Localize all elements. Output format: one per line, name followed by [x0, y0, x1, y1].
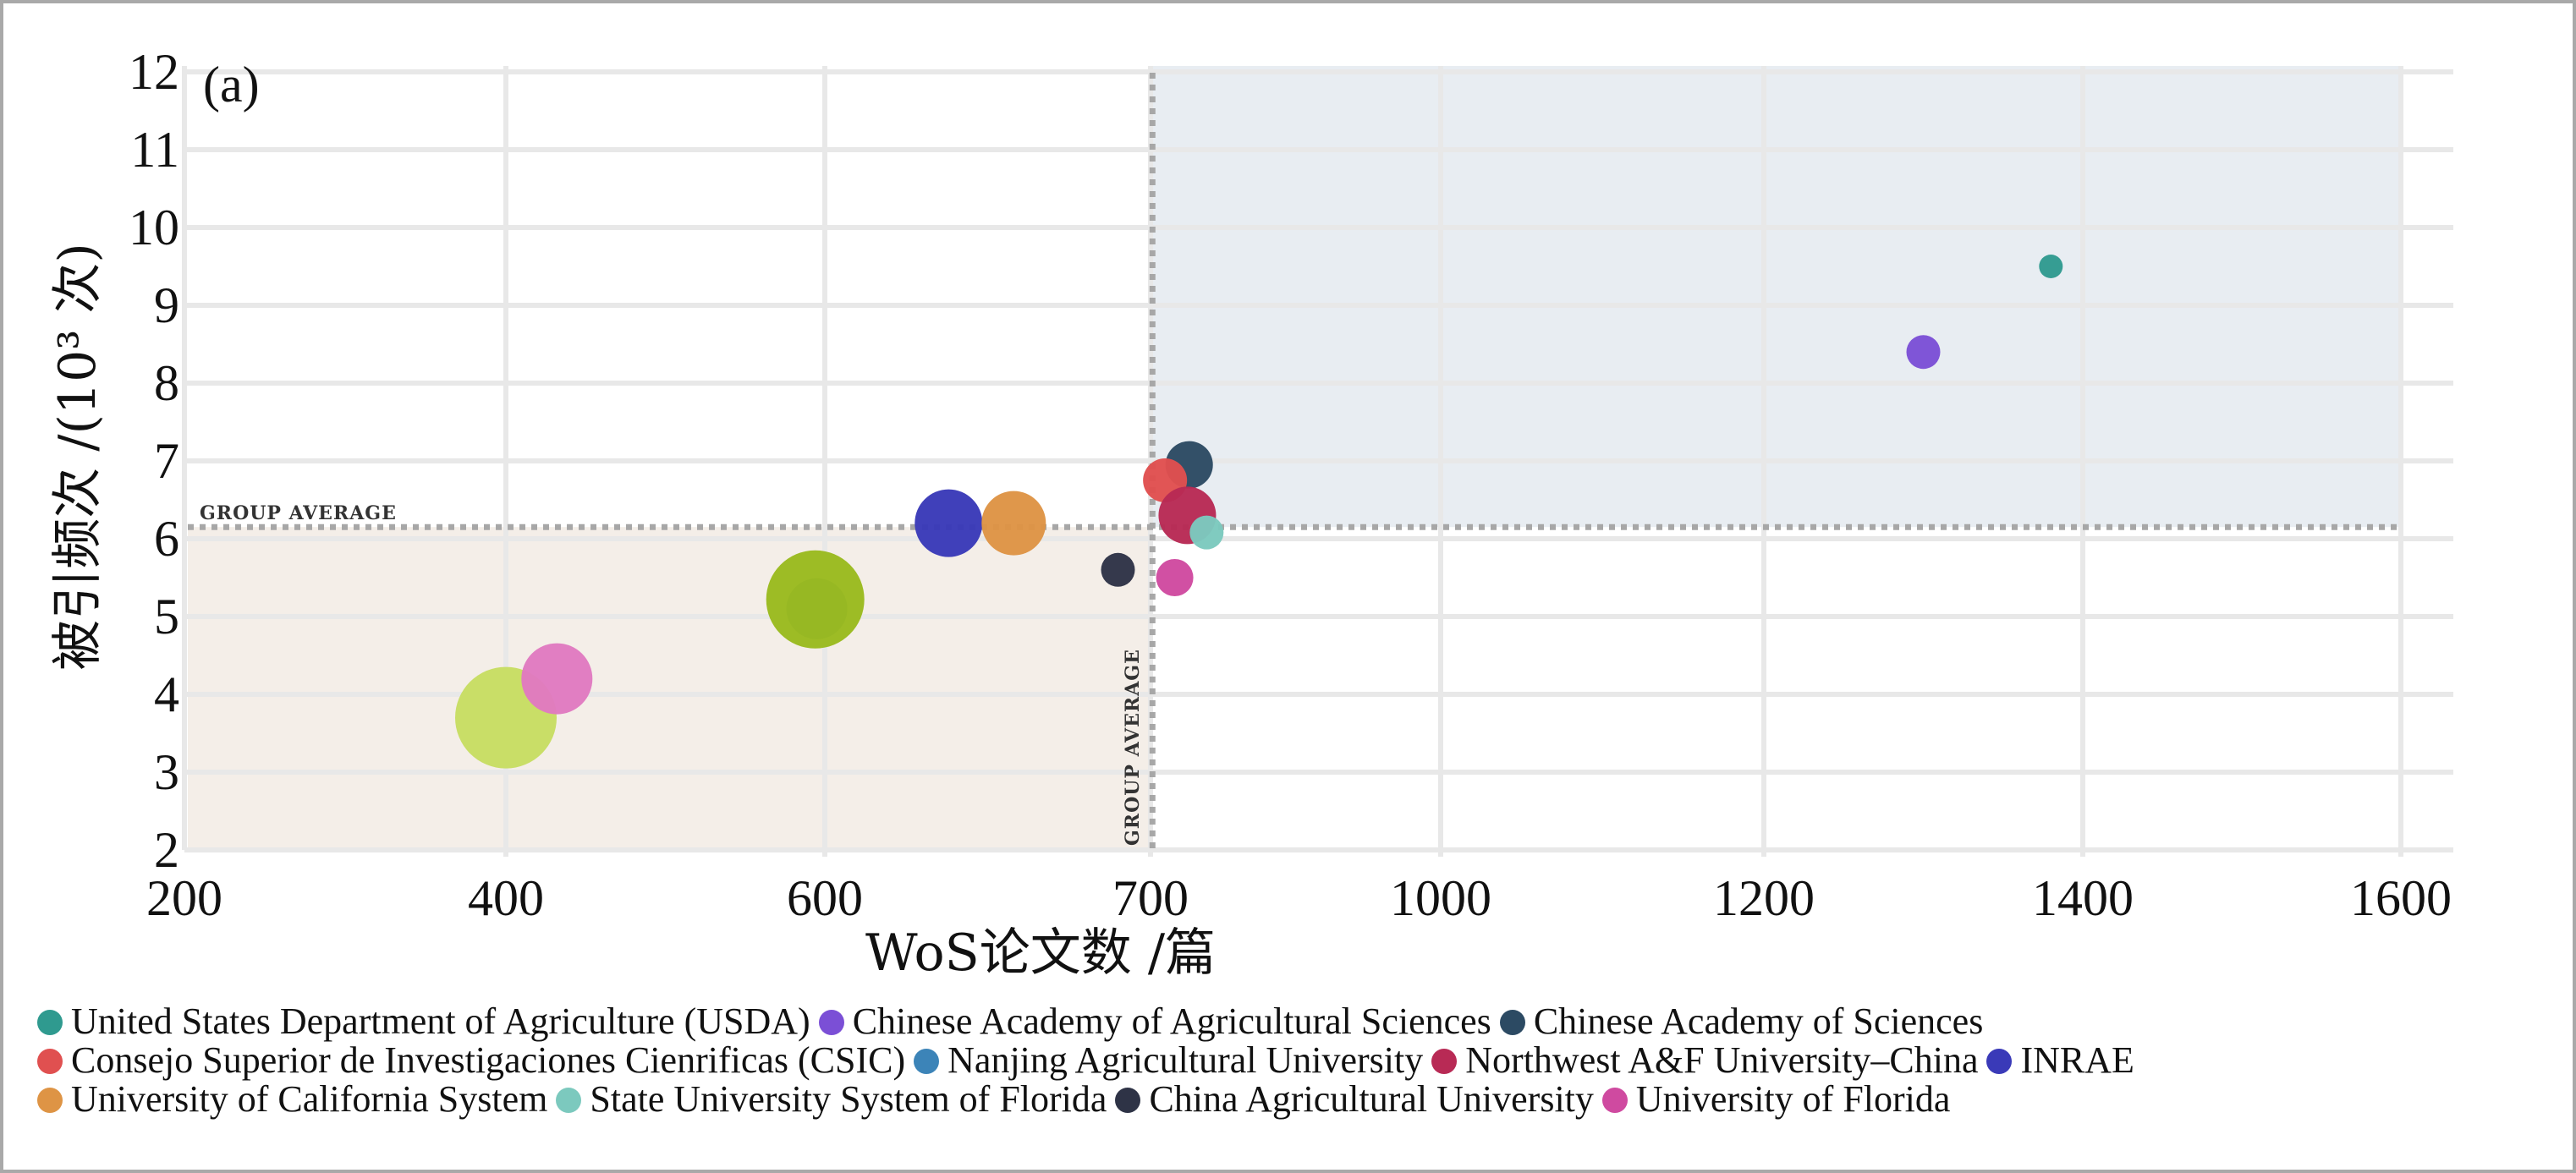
legend-label: Chinese Academy of Agricultural Sciences [852, 1000, 1491, 1042]
legend-label: United States Department of Agriculture … [71, 1000, 810, 1042]
legend-label: China Agricultural University [1149, 1078, 1594, 1120]
x-tick-label: 200 [146, 870, 222, 926]
legend-label: Consejo Superior de Investigaciones Cien… [71, 1039, 906, 1081]
legend-item: Nanjing Agricultural University [914, 1041, 1423, 1080]
x-tick-label: 1400 [2032, 870, 2134, 926]
legend-swatch [1431, 1049, 1458, 1074]
data-point [981, 491, 1046, 556]
legend-swatch [37, 1088, 63, 1113]
legend-label: Chinese Academy of Sciences [1533, 1000, 1984, 1042]
legend-swatch [37, 1049, 63, 1074]
legend-item: Chinese Academy of Sciences [1499, 1000, 1984, 1042]
legend-swatch [1601, 1088, 1628, 1113]
legend-label: INRAE [2020, 1039, 2134, 1081]
legend-swatch [1499, 1010, 1525, 1035]
group-average-label-horizontal: GROUP AVERAGE [200, 502, 397, 524]
legend-item: INRAE [1986, 1041, 2134, 1080]
x-tick-label: 1600 [2350, 870, 2452, 926]
legend-item: University of California System [37, 1080, 547, 1119]
y-tick-label: 4 [154, 666, 179, 722]
y-tick-label: 10 [129, 200, 179, 255]
legend: United States Department of Agriculture … [37, 1002, 2550, 1119]
legend-item: China Agricultural University [1115, 1078, 1594, 1120]
data-point [1189, 515, 1224, 550]
legend-swatch [818, 1010, 844, 1035]
y-tick-label: 3 [154, 744, 179, 800]
y-tick-label: 5 [154, 589, 179, 644]
x-tick-label: 600 [787, 870, 863, 926]
legend-label: Nanjing Agricultural University [947, 1039, 1424, 1081]
legend-label: University of California System [71, 1078, 548, 1120]
legend-label: State University System of Florida [590, 1078, 1107, 1120]
y-tick-label: 9 [154, 277, 179, 333]
x-tick-label: 700 [1112, 870, 1189, 926]
data-point [766, 550, 865, 649]
legend-swatch [556, 1088, 582, 1113]
panel-label: (a) [203, 57, 260, 112]
legend-swatch [914, 1049, 940, 1074]
legend-swatch [1115, 1088, 1141, 1113]
legend-item: United States Department of Agriculture … [37, 1002, 810, 1041]
group-average-label-vertical: GROUP AVERAGE [1122, 649, 1144, 846]
y-tick-label: 2 [154, 822, 179, 878]
legend-item: Chinese Academy of Agricultural Sciences [818, 1000, 1491, 1042]
data-point [915, 489, 983, 557]
y-axis-title: 被引频次 /(10³ 次) [48, 243, 107, 671]
x-tick-label: 400 [468, 870, 544, 926]
legend-item: State University System of Florida [556, 1080, 1107, 1119]
legend-swatch [1986, 1049, 2013, 1074]
y-tick-label: 8 [154, 355, 179, 411]
legend-item: Northwest A&F University–China [1431, 1041, 1978, 1080]
y-tick-label: 6 [154, 511, 179, 567]
data-point [1156, 559, 1194, 596]
legend-item: University of Florida [1601, 1078, 1951, 1120]
legend-label: Northwest A&F University–China [1465, 1039, 1979, 1081]
data-point [1101, 552, 1135, 587]
quadrant-high [1152, 66, 2403, 528]
data-point [521, 643, 593, 715]
x-tick-label: 1200 [1713, 870, 1815, 926]
legend-item: Consejo Superior de Investigaciones Cien… [37, 1041, 905, 1080]
y-tick-label: 7 [154, 433, 179, 489]
y-tick-label: 11 [130, 122, 179, 178]
legend-label: University of Florida [1635, 1078, 1951, 1120]
x-axis-title: WoS论文数 /篇 [865, 924, 1216, 983]
y-tick-label: 12 [129, 44, 179, 100]
data-point [1906, 335, 1941, 370]
scatter-chart: 200 400 600 700 1000 1200 1400 1600 2 3 4 5 6 7 8 9 10 1… [48, 44, 2453, 983]
quadrant-low [188, 527, 1153, 850]
legend-swatch [37, 1010, 63, 1035]
data-point [2039, 255, 2063, 278]
x-tick-label: 1000 [1390, 870, 1491, 926]
